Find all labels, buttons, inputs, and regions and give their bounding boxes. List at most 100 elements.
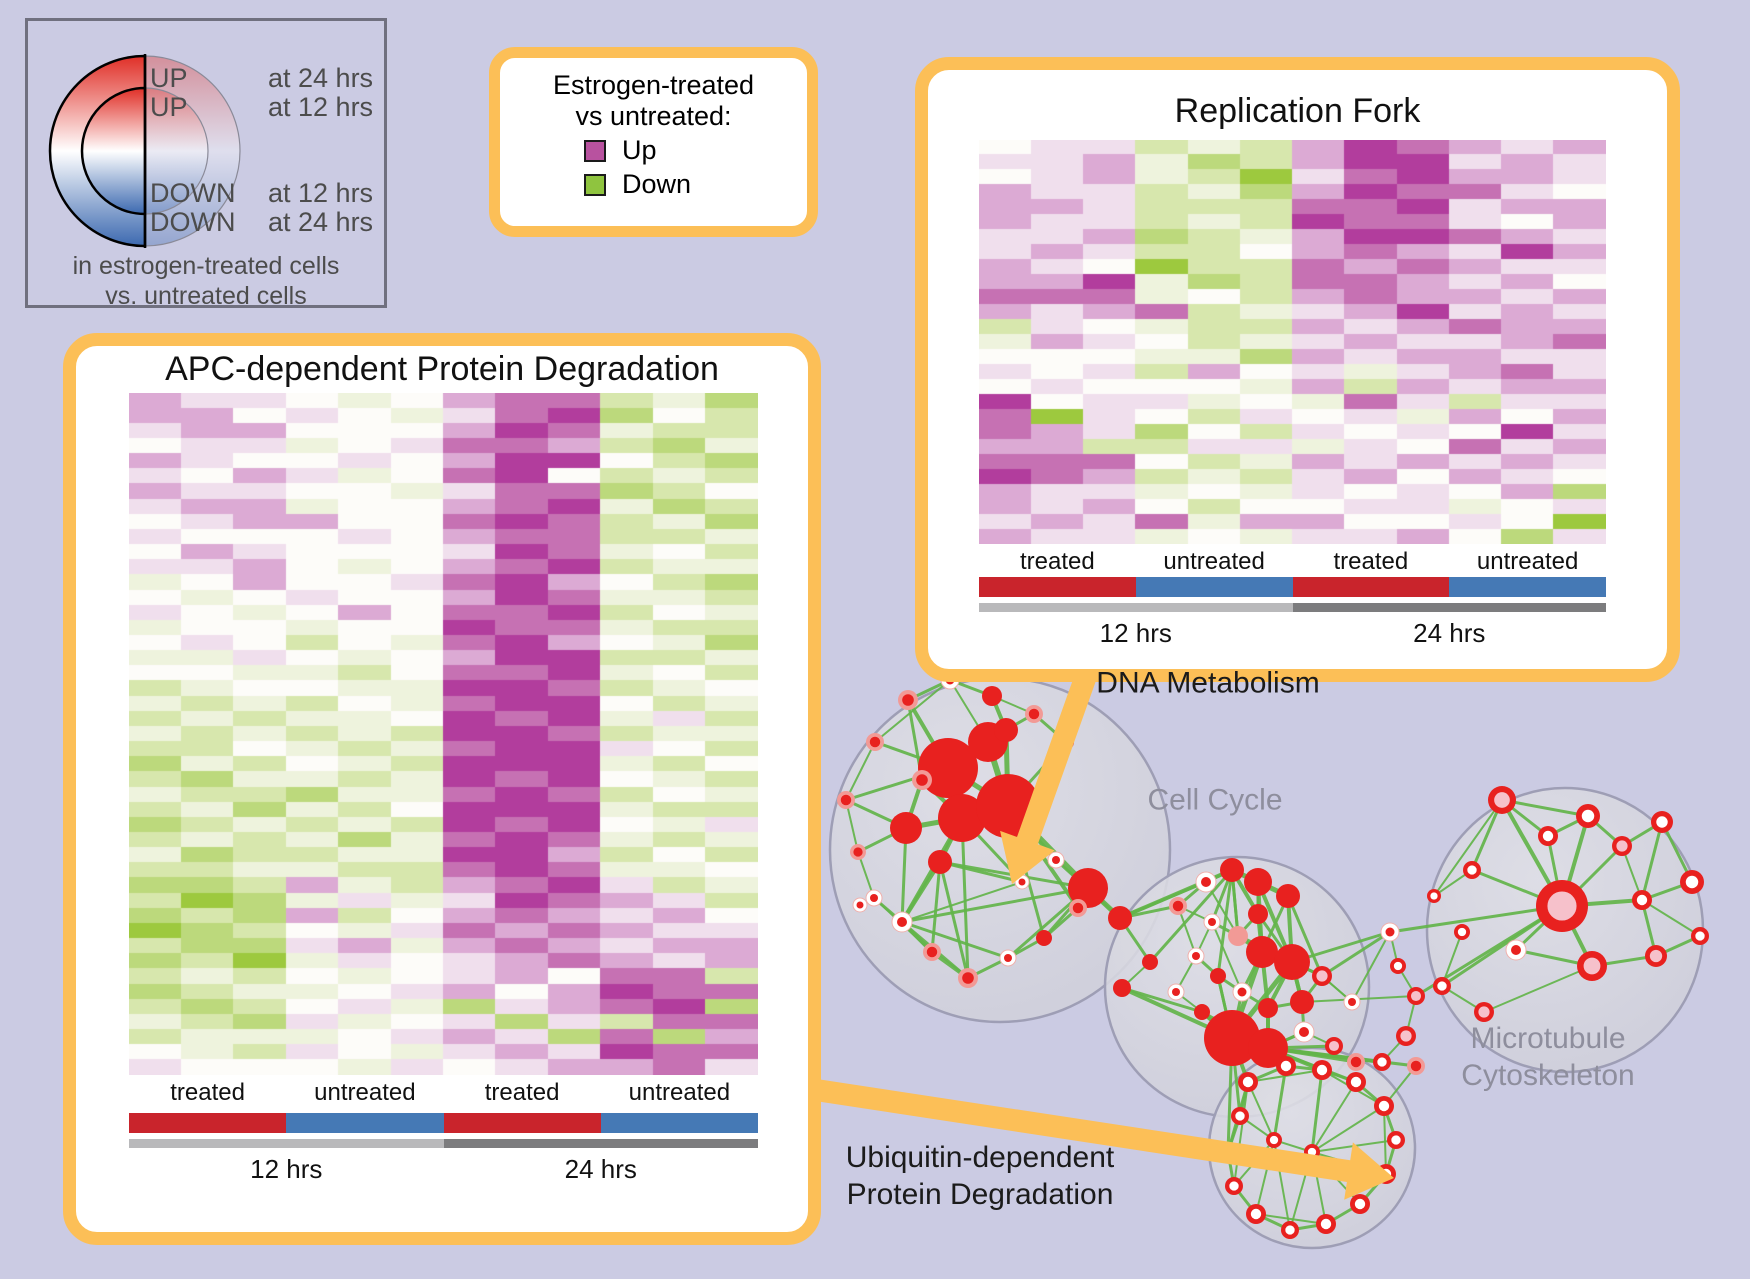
ring-color-legend: UP at 24 hrs UP at 12 hrs DOWN at 12 hrs… xyxy=(25,18,387,310)
network-edge xyxy=(1397,965,1417,997)
network-node-dotring xyxy=(1232,982,1252,1002)
network-edge xyxy=(1284,1064,1324,1072)
network-node-dotring xyxy=(891,911,913,933)
network-edge xyxy=(1266,1046,1384,1064)
network-node-dotring xyxy=(865,889,883,907)
network-node-donutpink xyxy=(1312,966,1332,986)
network-node-donut xyxy=(1454,924,1470,940)
network-edge xyxy=(1303,1031,1335,1047)
down-color-swatch xyxy=(584,173,606,196)
updown-title-line1: Estrogen-treated xyxy=(552,70,755,100)
network-edge xyxy=(1118,904,1180,920)
up-color-swatch xyxy=(584,139,606,162)
network-edge xyxy=(1256,912,1264,954)
network-edge xyxy=(1228,1034,1272,1052)
ring-time-down-12: at 12 hrs xyxy=(268,178,374,208)
network-edge xyxy=(1226,1114,1242,1154)
network-edge xyxy=(1311,1151,1387,1175)
network-edge xyxy=(873,740,950,770)
network-node-dotring xyxy=(1167,983,1185,1001)
network-edge xyxy=(930,950,970,980)
network-node-dotring xyxy=(1505,939,1527,961)
network-node-donut xyxy=(1373,1053,1391,1071)
network-node-donut xyxy=(1387,1131,1405,1149)
network-edge xyxy=(1300,1000,1306,1034)
network-node-donut xyxy=(1246,1204,1266,1224)
ring-time-up-12: at 12 hrs xyxy=(268,92,374,122)
network-edge xyxy=(900,920,934,954)
network-edge xyxy=(945,765,965,821)
rf-group-label-1: treated xyxy=(1020,548,1095,575)
network-edge xyxy=(1200,1010,1234,1040)
network-edge xyxy=(1120,986,1234,1040)
network-edge xyxy=(1175,955,1197,993)
treated-bar-segment xyxy=(979,577,1136,597)
treated-bar-segment xyxy=(129,1113,287,1133)
network-node-solid xyxy=(1108,906,1132,930)
network-edge xyxy=(1590,954,1658,968)
network-edge xyxy=(991,695,1035,715)
untreated-bar-segment xyxy=(1449,577,1606,597)
cluster-label-line: Ubiquitin-dependent xyxy=(845,1141,1115,1174)
network-edge xyxy=(1290,960,1324,978)
network-edge xyxy=(1382,1104,1398,1142)
network-edge xyxy=(1381,1035,1407,1063)
network-edge xyxy=(1640,880,1694,902)
apc-group-label-4: untreated xyxy=(628,1079,731,1106)
network-node-solid xyxy=(1274,944,1310,980)
network-edge xyxy=(1620,820,1664,848)
network-node-solid xyxy=(890,812,922,844)
network-node-dotring xyxy=(1187,947,1205,965)
network-edge xyxy=(1006,804,1080,910)
network-node-dotring xyxy=(1343,993,1361,1011)
network-node-donut xyxy=(1632,890,1652,910)
network-edge xyxy=(1210,868,1234,924)
network-edge xyxy=(1006,740,1068,808)
apc-group-label-2: untreated xyxy=(314,1079,416,1106)
network-edge xyxy=(1320,930,1392,978)
network-edge xyxy=(945,765,1011,809)
network-node-solid xyxy=(1246,936,1278,968)
ring-time-down-24: at 24 hrs xyxy=(268,207,374,237)
network-node-dotring xyxy=(1380,922,1400,942)
network-node-donutpink xyxy=(1488,786,1516,814)
network-node-donut xyxy=(1346,1072,1366,1092)
network-edge xyxy=(1311,1151,1327,1225)
network-edge xyxy=(900,886,1090,924)
network-edge xyxy=(1255,1213,1327,1225)
network-node-solid xyxy=(976,774,1040,838)
network-edge xyxy=(1006,936,1046,960)
network-edge xyxy=(1176,880,1208,908)
network-edge xyxy=(1259,949,1295,965)
network-edge xyxy=(960,816,1024,884)
network-node-solid xyxy=(1248,1028,1288,1068)
network-node-halo xyxy=(1025,705,1043,723)
network-edge xyxy=(1118,868,1234,920)
network-edge xyxy=(1405,995,1417,1037)
network-node-donutpink xyxy=(1474,1002,1494,1022)
cluster-label-ubiquitin-protein-degradation: Ubiquitin-dependent Protein Degradation xyxy=(846,1139,1115,1213)
network-edge xyxy=(1229,959,1295,1041)
network-node-solid xyxy=(1220,858,1244,882)
network-edge xyxy=(1273,1139,1313,1153)
rf-panel-title: Replication Fork xyxy=(1174,92,1421,130)
network-edge xyxy=(1470,868,1564,908)
network-edge xyxy=(1230,1036,1288,1068)
network-edge xyxy=(1266,1046,1358,1084)
network-node-solid xyxy=(938,794,986,842)
network-edge xyxy=(1560,814,1590,908)
network-node-dotring xyxy=(1047,851,1065,869)
cluster-label-microtubule-cytoskeleton: Microtubule Cytoskeleton xyxy=(1461,1020,1634,1094)
untreated-bar-segment xyxy=(600,1113,758,1133)
network-node-halo xyxy=(866,733,884,751)
network-edge xyxy=(1230,1036,1242,1118)
network-edge xyxy=(1389,931,1399,967)
network-edge xyxy=(1272,1064,1288,1142)
network-node-donutpink xyxy=(1612,836,1632,856)
network-edge xyxy=(1230,868,1260,916)
network-edge xyxy=(1286,894,1324,978)
network-edge xyxy=(1311,1151,1361,1205)
network-edge xyxy=(1301,995,1417,1003)
network-node-donutpink xyxy=(1396,1026,1416,1046)
network-node-donut xyxy=(1680,870,1704,894)
